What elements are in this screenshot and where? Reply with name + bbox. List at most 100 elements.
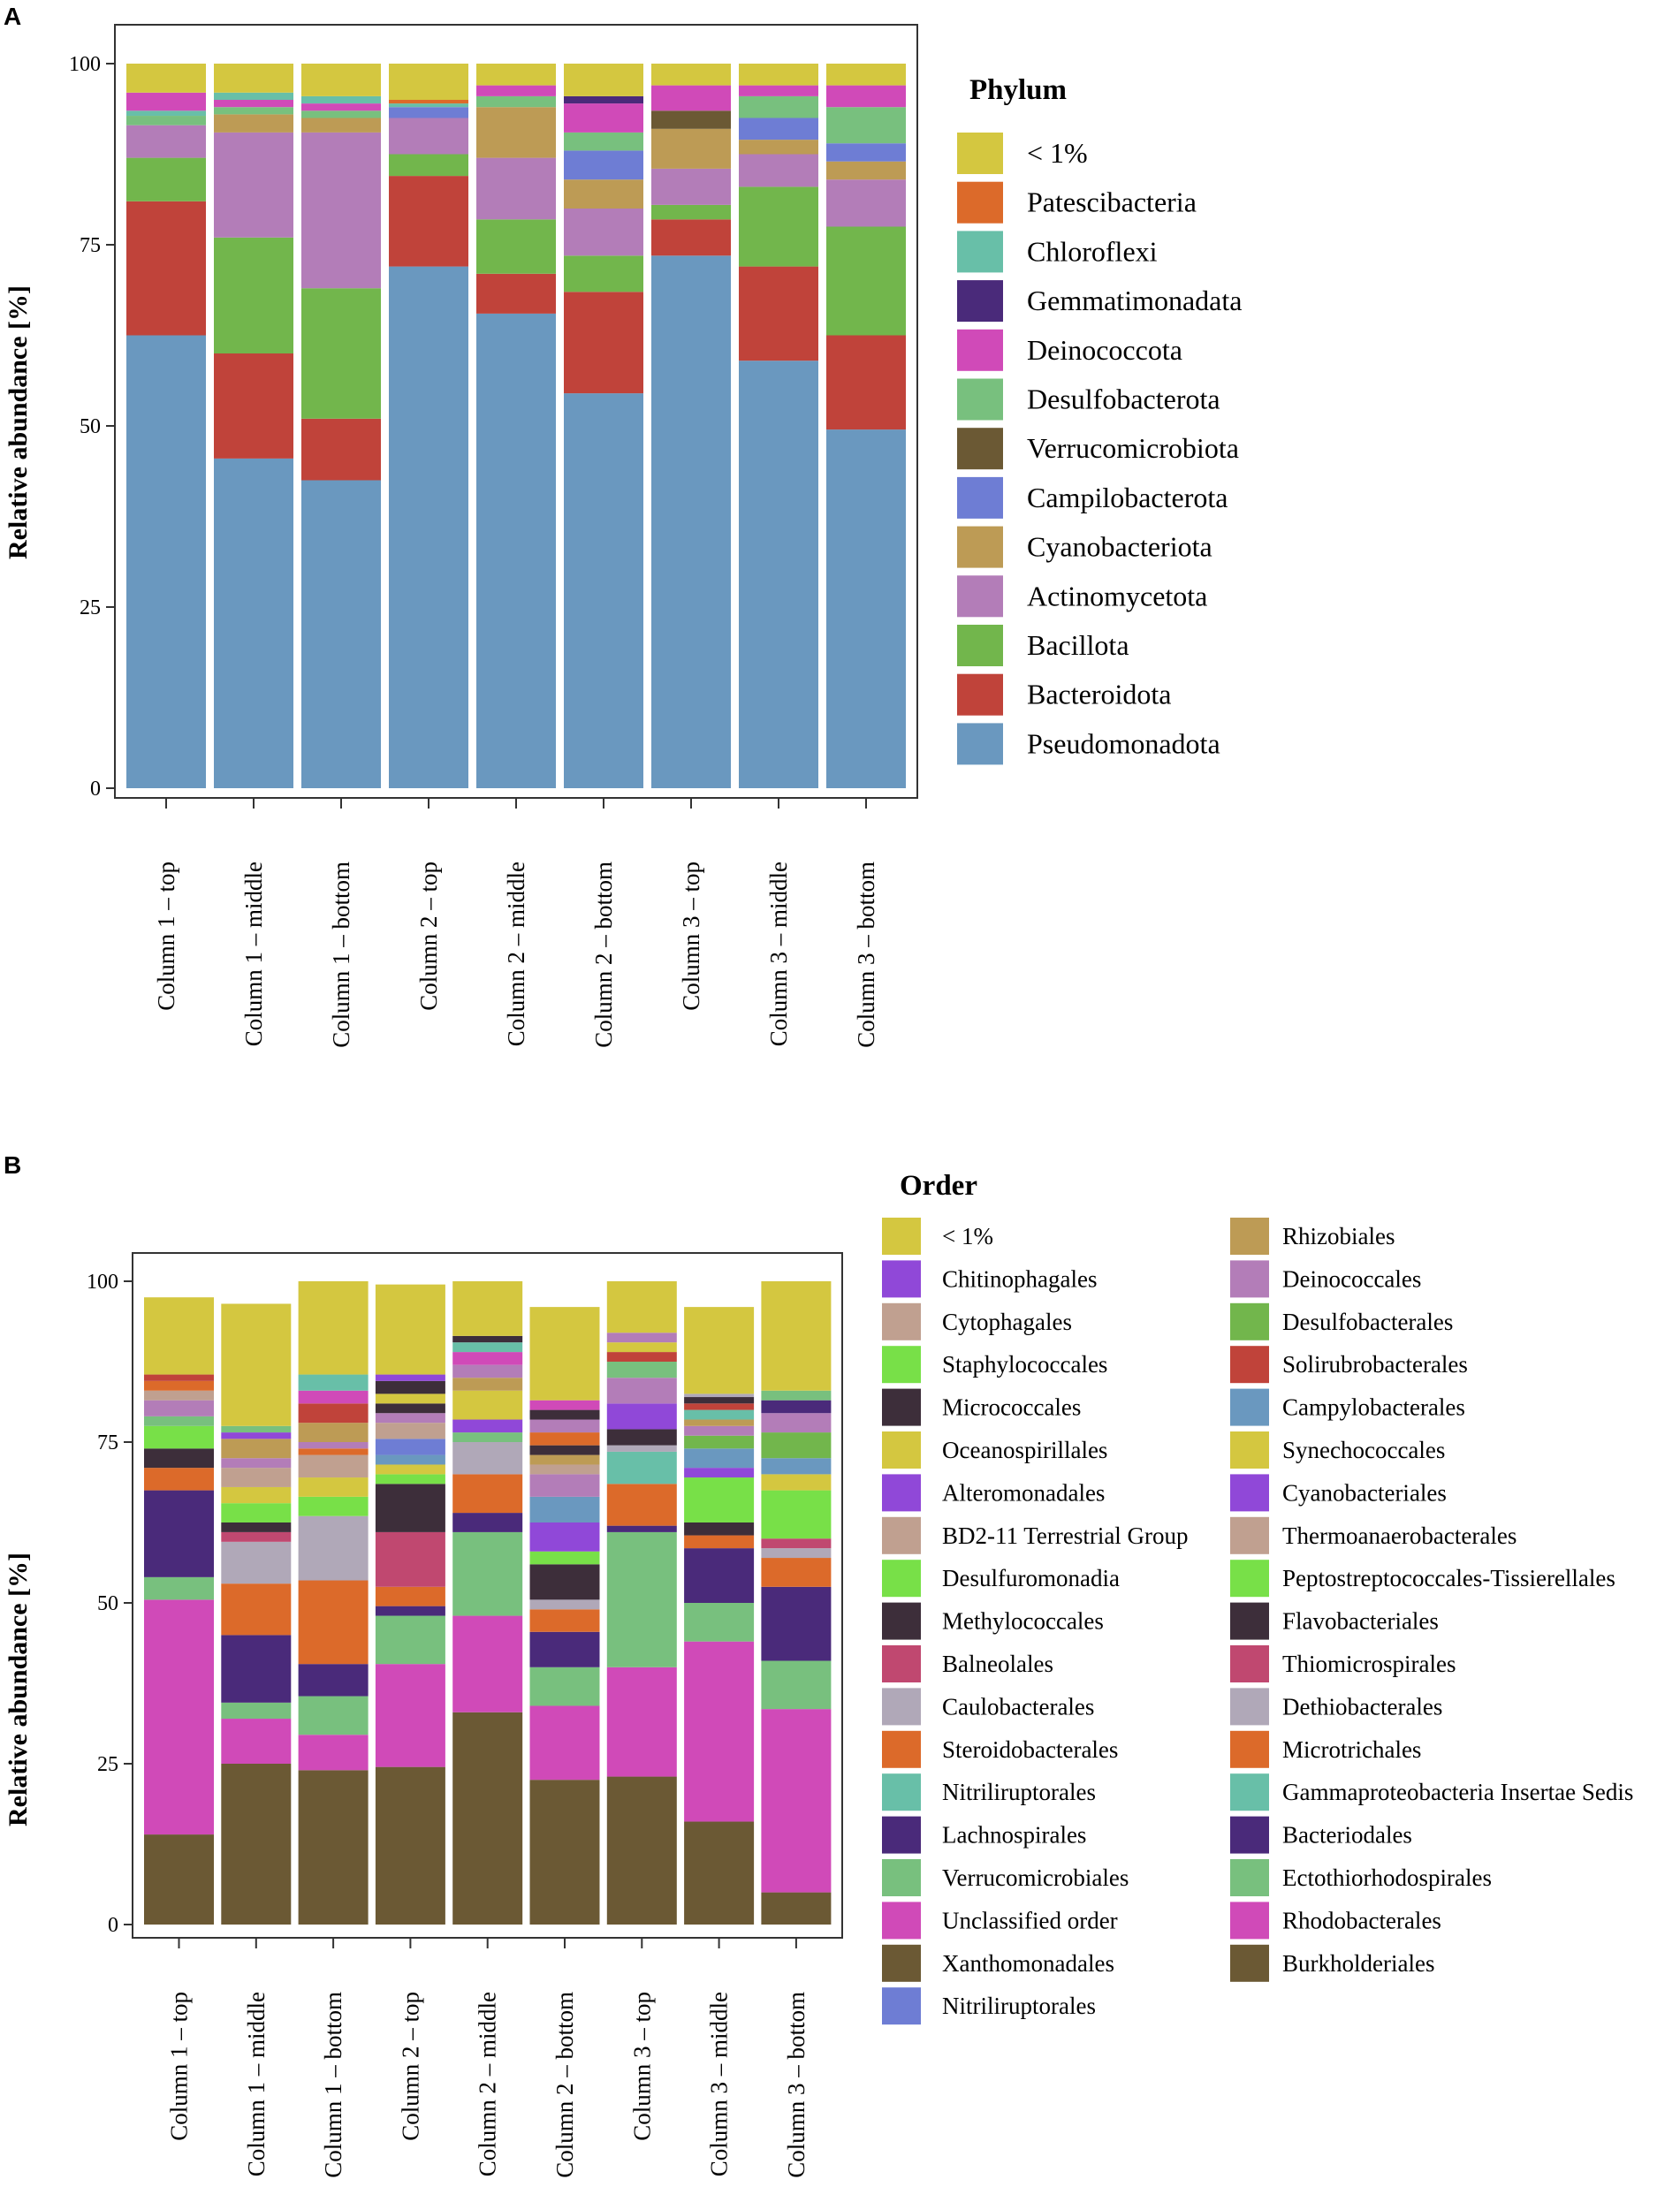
chart-b-bar-2-segment-12 (221, 1458, 292, 1469)
chart-b-col1-legend-label-cytophagales: Cytophagales (942, 1309, 1072, 1335)
chart-a-bar-2-segment-pseudomonadota (214, 458, 293, 788)
chart-b-col2-legend-swatch-cyanobacteriales (1230, 1474, 1269, 1512)
chart-b-bar-8-segment-13 (684, 1409, 755, 1420)
chart-b-col1-legend-swatch-methylococcales (882, 1602, 921, 1640)
chart-a-legend-label-patescibacteria: Patescibacteria (1027, 186, 1197, 218)
chart-a-bar-5-segment-deinococcota (476, 85, 556, 96)
chart-b-bar-2-segment-9 (221, 1503, 292, 1522)
chart-b-bar-2-segment-15 (221, 1425, 292, 1433)
chart-b-bar-4-segment-9 (375, 1464, 445, 1475)
chart-b-col2-legend-label-dethiobacterales: Dethiobacterales (1282, 1693, 1442, 1720)
chart-b-legend-title: Order (900, 1170, 977, 1202)
chart-b-x-tick-label: Column 3 – middle (706, 1992, 733, 2176)
chart-b-bar-2-segment-1 (221, 1764, 292, 1925)
chart-b-bar-8-segment-17 (684, 1307, 755, 1394)
chart-b-col1-legend-label-chitinophagales: Chitinophagales (942, 1265, 1097, 1292)
chart-b-col1-legend-swatch-verrucomicrobiales (882, 1859, 921, 1896)
chart-a-legend: Phylum < 1% Patescibacteria Chloroflexi Gem… (957, 74, 1242, 765)
chart-b-bar-5-segment-1 (452, 1712, 523, 1925)
chart-b-bar-8-segment-6 (684, 1522, 755, 1536)
chart-b-bar-3-segment-10 (298, 1448, 369, 1455)
panel-a-letter: A (4, 3, 21, 30)
chart-b-bar-3-segment-5 (298, 1580, 369, 1665)
chart-a-legend-swatch-pseudomonadota (957, 723, 1003, 765)
chart-b-col1-legend-swatch-oceanospirillales (882, 1431, 921, 1469)
chart-b-col1-legend-swatch-desulfuromonadia (882, 1560, 921, 1598)
chart-a-y-axis-label: Relative abundance [%] (4, 285, 33, 559)
chart-b-col1-legend-label-alteromonadales: Alteromonadales (942, 1479, 1105, 1506)
chart-b-col1-legend-swatch-xanthomonadales (882, 1944, 921, 1982)
chart-a-bar-2-segment-actinomycetota (214, 132, 293, 238)
chart-a-legend-swatch-verrucomicrobiota (957, 428, 1003, 470)
chart-b-bar-7-segment-3 (606, 1531, 677, 1667)
chart-a-bar-8-segment-campilobacterota (739, 118, 818, 140)
chart-a-bar-9-segment-1 (826, 64, 906, 86)
chart-a-bar-2-segment-cyanobacteriota (214, 114, 293, 133)
chart-b-x-ticks: Column 1 – top Column 1 – middle Column 1 … (166, 1938, 810, 2178)
chart-b-bar-1-segment-12 (144, 1374, 214, 1381)
chart-b-bar-7-segment-9 (606, 1403, 677, 1430)
chart-b-bar-3-segment-9 (298, 1454, 369, 1478)
chart-b-x-tick-label: Column 2 – bottom (551, 1992, 578, 2178)
chart-a-bar-2-segment-1 (214, 64, 293, 93)
chart-a-bar-9-segment-desulfobacterota (826, 107, 906, 144)
chart-a-bar-8-segment-bacteroidota (739, 266, 818, 361)
chart-b-bar-6-segment-5 (529, 1609, 600, 1632)
chart-b-col2-legend-swatch-deinococcales (1230, 1260, 1269, 1298)
chart-b-col2-legend-label-solirubrobacterales: Solirubrobacterales (1282, 1351, 1468, 1378)
chart-b-bar-2-segment-5 (221, 1583, 292, 1636)
chart-b-bar-9-segment-2 (761, 1709, 832, 1893)
chart-a-legend-label-campilobacterota: Campilobacterota (1027, 482, 1228, 513)
chart-b-bar-6-segment-13 (529, 1454, 600, 1465)
chart-a-bar-1-segment-bacteroidota (126, 201, 206, 336)
chart-b-col1-legend-label-bd2-11-terrestrial-group: BD2-11 Terrestrial Group (942, 1522, 1189, 1549)
chart-b-bar-6-segment-18 (529, 1400, 600, 1410)
chart-b-bar-3-segment-11 (298, 1442, 369, 1449)
chart-b-bar-3-segment-12 (298, 1423, 369, 1442)
chart-b-bar-7-segment-13 (606, 1342, 677, 1353)
chart-b-bar-1-segment-5 (144, 1468, 214, 1491)
chart-a-bar-2-segment-bacillota (214, 237, 293, 353)
chart-b-col1-legend-label-staphylococcales: Staphylococcales (942, 1351, 1107, 1378)
chart-a-x-tick-label: Column 2 – middle (503, 862, 529, 1046)
chart-b-col2-legend-swatch-flavobacteriales (1230, 1602, 1269, 1640)
chart-b-bar-2-segment-7 (221, 1531, 292, 1542)
chart-b-col1-legend-label-balneolales: Balneolales (942, 1651, 1053, 1677)
chart-b-bar-9-segment-9 (761, 1474, 832, 1491)
chart-a-bar-7-segment-bacillota (651, 204, 731, 220)
chart-b-col1-legend-label-xanthomonadales: Xanthomonadales (942, 1950, 1114, 1977)
chart-b-col2-legend-label-gammaproteobacteria-insertae-sedis: Gammaproteobacteria Insertae Sedis (1282, 1779, 1633, 1805)
chart-a-bar-2-segment-bacteroidota (214, 353, 293, 459)
chart-b-bar-6-segment-17 (529, 1409, 600, 1420)
chart-b-bar-8-segment-2 (684, 1641, 755, 1822)
chart-a-bar-5-segment-actinomycetota (476, 157, 556, 220)
chart-b-bar-7-segment-2 (606, 1667, 677, 1777)
chart-b-bar-4-segment-4 (375, 1606, 445, 1616)
chart-b-col2-legend-swatch-rhizobiales (1230, 1218, 1269, 1255)
chart-a-bar-6-segment-bacillota (564, 255, 643, 292)
chart-b-bar-8-segment-10 (684, 1435, 755, 1449)
chart-b-bar-2-segment-16 (221, 1303, 292, 1426)
chart-a-bar-8-segment-bacillota (739, 186, 818, 267)
chart-b-bar-3-segment-6 (298, 1515, 369, 1581)
chart-a-y-tick-label: 75 (80, 234, 101, 257)
chart-a-legend-swatch-gemmatimonadata (957, 280, 1003, 323)
chart-a-bar-3-segment-chloroflexi (301, 95, 381, 104)
chart-a-bar-9-segment-cyanobacteriota (826, 161, 906, 180)
chart-b-bar-7-segment-12 (606, 1352, 677, 1362)
chart-b-col2-legend-label-synechococcales: Synechococcales (1282, 1437, 1445, 1463)
chart-b-bar-7-segment-1 (606, 1776, 677, 1925)
chart-a-bar-3-segment-bacillota (301, 288, 381, 419)
chart-a-y-ticks: 0 25 50 75 100 (69, 53, 115, 801)
chart-b-bar-1-segment-3 (144, 1576, 214, 1600)
chart-b-col1-legend-swatch-balneolales (882, 1645, 921, 1682)
chart-a-x-tick-label: Column 3 – bottom (853, 862, 879, 1048)
chart-b-bar-1-segment-7 (144, 1425, 214, 1449)
chart-b-bar-9-segment-10 (761, 1458, 832, 1475)
chart-a-bar-9-segment-actinomycetota (826, 179, 906, 227)
chart-a-legend-label-bacteroidota: Bacteroidota (1027, 679, 1171, 710)
chart-a-bar-8-segment-desulfobacterota (739, 95, 818, 118)
chart-b-col2-legend-swatch-campylobacterales (1230, 1388, 1269, 1426)
chart-b-bar-6-segment-14 (529, 1445, 600, 1455)
chart-b-col1-legend-label-nitriliruptorales: Nitriliruptorales (942, 1779, 1096, 1805)
